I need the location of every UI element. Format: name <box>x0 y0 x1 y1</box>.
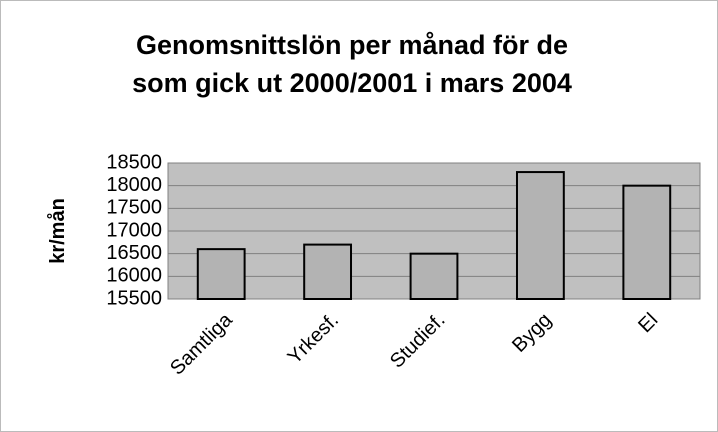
y-tick-label: 15500 <box>106 287 162 309</box>
chart-title: Genomsnittslön per månad för de <box>136 30 568 60</box>
bar <box>303 243 353 301</box>
bar <box>196 248 246 300</box>
y-tick-label: 17500 <box>106 197 162 219</box>
y-tick-label: 16000 <box>106 265 162 287</box>
bar <box>622 184 672 301</box>
y-tick-label: 18000 <box>106 174 162 196</box>
y-tick-label: 16500 <box>106 242 162 264</box>
y-axis-label: kr/mån <box>46 198 69 264</box>
y-tick-label: 18500 <box>106 151 162 173</box>
chart-title: som gick ut 2000/2001 i mars 2004 <box>132 68 572 98</box>
y-tick-label: 17000 <box>106 219 162 241</box>
bar <box>409 252 459 301</box>
bar <box>515 171 565 300</box>
